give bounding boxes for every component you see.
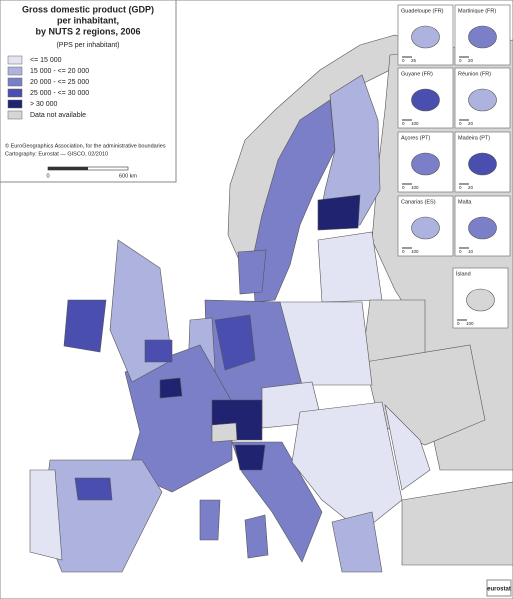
scale-label: 600 km [119, 173, 137, 179]
insets: Guadeloupe (FR) 0 25 Martinique (FR) 0 20 Guya… [397, 4, 511, 329]
inset-label: Açores (PT) [401, 135, 431, 141]
region [199, 499, 221, 541]
inset-region [411, 152, 440, 176]
inset-label: Martinique (FR) [458, 8, 496, 14]
region [317, 194, 361, 231]
logo: eurostat [487, 587, 511, 593]
region [231, 441, 323, 563]
inset-scale-label: 0 [459, 58, 462, 63]
inset-scale-label: 0 [402, 58, 405, 63]
region [401, 481, 513, 566]
legend-label: 25 000 - <= 30 000 [30, 90, 89, 97]
legend-label: > 30 000 [30, 101, 58, 108]
title: by NUTS 2 regions, 2006 [35, 26, 140, 36]
legend-swatch [7, 110, 23, 120]
inset-scale-label: 0 [459, 121, 462, 126]
region [214, 314, 256, 371]
inset-scale-label: 100 [466, 321, 474, 326]
region [63, 299, 107, 353]
legend-swatch [7, 55, 23, 65]
inset-scale-label: 0 [459, 249, 462, 254]
region [384, 404, 431, 491]
legend-label: <= 15 000 [30, 57, 62, 64]
inset-label: Ísland [456, 270, 471, 277]
scale-label: 0 [46, 173, 49, 179]
inset-scale-label: 0 [402, 249, 405, 254]
region [211, 422, 238, 443]
inset-region [468, 25, 497, 49]
legend: <= 15 000 15 000 - <= 20 000 20 000 - <= 2… [7, 55, 89, 120]
credit: © EuroGeographics Association, for the a… [5, 142, 166, 149]
region [331, 511, 383, 573]
legend-swatch [7, 88, 23, 98]
region [361, 299, 426, 363]
inset-label: Madeira (PT) [458, 135, 490, 141]
inset-region [466, 288, 495, 312]
inset-region [411, 25, 440, 49]
region [244, 514, 269, 559]
region [237, 249, 267, 295]
inset-scale-label: 20 [468, 58, 474, 63]
title: per inhabitant, [57, 15, 119, 25]
inset-scale-label: 10 [468, 249, 474, 254]
inset-scale-label: 0 [402, 121, 405, 126]
subtitle: (PPS per inhabitant) [56, 42, 119, 49]
legend-swatch [7, 77, 23, 87]
region [124, 344, 233, 493]
inset-scale-label: 0 [459, 185, 462, 190]
region [144, 339, 173, 363]
region [317, 231, 383, 303]
inset-scale-label: 100 [411, 185, 419, 190]
legend-swatch [7, 99, 23, 109]
legend-label: Data not available [30, 112, 86, 119]
inset-scale-label: 0 [402, 185, 405, 190]
inset-scale-label: 100 [411, 121, 419, 126]
inset-label: Réunion (FR) [458, 71, 491, 77]
inset-region [411, 216, 440, 240]
scale-bar [48, 167, 88, 170]
inset-region [468, 152, 497, 176]
inset-label: Malta [458, 199, 472, 205]
region [159, 377, 183, 399]
legend-box [0, 0, 177, 183]
inset-scale-label: 20 [468, 121, 474, 126]
legend-label: 20 000 - <= 25 000 [30, 79, 89, 86]
region [29, 469, 63, 561]
inset-scale-label: 0 [457, 321, 460, 326]
region [234, 444, 266, 471]
logo-box [486, 579, 512, 597]
inset-region [411, 88, 440, 112]
legend-swatch [7, 66, 23, 76]
title: Gross domestic product (GDP) [22, 4, 154, 14]
legend-label: 15 000 - <= 20 000 [30, 68, 89, 75]
inset-region [468, 88, 497, 112]
inset-scale-label: 20 [468, 185, 474, 190]
inset-scale-label: 100 [411, 249, 419, 254]
credit: Cartography: Eurostat — GISCO, 02/2010 [5, 151, 108, 157]
inset-scale-label: 25 [411, 58, 417, 63]
inset-region [468, 216, 497, 240]
inset-label: Guyane (FR) [401, 71, 433, 77]
inset-label: Guadeloupe (FR) [401, 8, 444, 14]
region [317, 74, 381, 229]
region [74, 477, 113, 501]
inset-label: Canarias (ES) [401, 199, 436, 205]
